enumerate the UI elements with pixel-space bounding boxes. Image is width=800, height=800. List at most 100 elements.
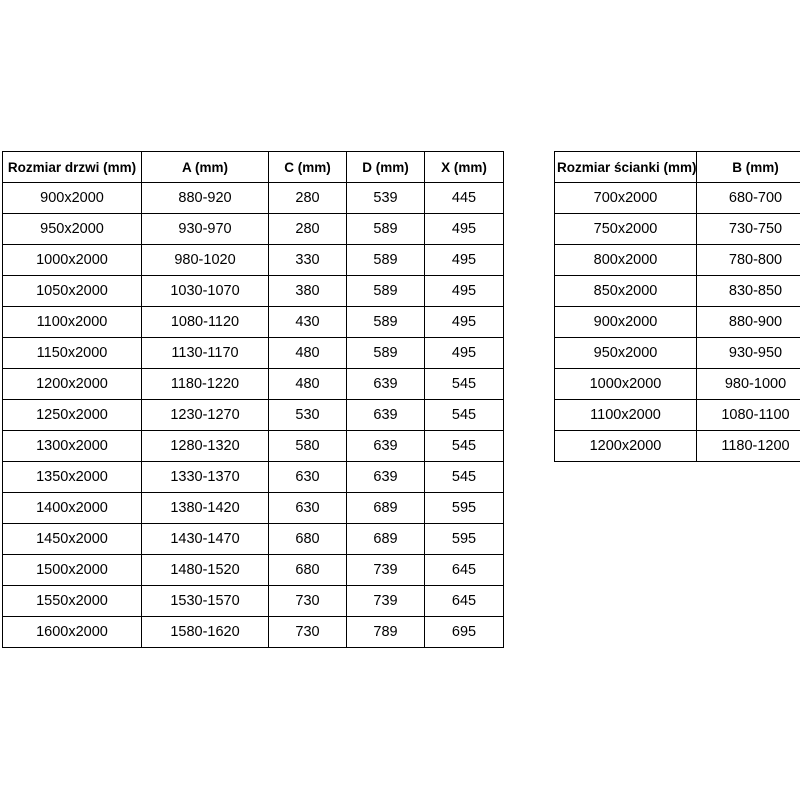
door-cell-d: 539	[346, 182, 425, 214]
wall-size-table: Rozmiar ścianki (mm) B (mm) 700x2000 680…	[554, 151, 800, 462]
wall-header-rozmiar-scianki: Rozmiar ścianki (mm)	[554, 151, 697, 183]
wall-cell-size: 1100x2000	[554, 399, 697, 431]
door-cell-size: 900x2000	[2, 182, 142, 214]
door-cell-a: 1480-1520	[141, 554, 269, 586]
door-cell-c: 630	[268, 461, 347, 493]
door-table-row: 1600x2000 1580-1620 730 789 695	[2, 616, 504, 648]
door-cell-a: 1230-1270	[141, 399, 269, 431]
door-cell-a: 1530-1570	[141, 585, 269, 617]
door-header-a: A (mm)	[141, 151, 269, 183]
door-table-row: 1200x2000 1180-1220 480 639 545	[2, 368, 504, 400]
door-cell-c: 480	[268, 337, 347, 369]
door-table-row: 1100x2000 1080-1120 430 589 495	[2, 306, 504, 338]
door-cell-c: 280	[268, 213, 347, 245]
door-cell-c: 280	[268, 182, 347, 214]
door-cell-a: 930-970	[141, 213, 269, 245]
door-cell-d: 589	[346, 213, 425, 245]
door-cell-a: 1080-1120	[141, 306, 269, 338]
wall-table-row: 1000x2000 980-1000	[554, 368, 800, 400]
door-cell-a: 980-1020	[141, 244, 269, 276]
door-cell-d: 739	[346, 585, 425, 617]
door-cell-d: 789	[346, 616, 425, 648]
door-cell-a: 1280-1320	[141, 430, 269, 462]
door-cell-a: 1580-1620	[141, 616, 269, 648]
door-table-row: 1450x2000 1430-1470 680 689 595	[2, 523, 504, 555]
wall-cell-b: 1180-1200	[696, 430, 800, 462]
door-cell-c: 580	[268, 430, 347, 462]
door-cell-c: 730	[268, 585, 347, 617]
door-cell-d: 639	[346, 399, 425, 431]
wall-cell-size: 800x2000	[554, 244, 697, 276]
door-cell-c: 430	[268, 306, 347, 338]
wall-cell-size: 750x2000	[554, 213, 697, 245]
wall-table-row: 1200x2000 1180-1200	[554, 430, 800, 462]
door-table-head: Rozmiar drzwi (mm) A (mm) C (mm) D (mm) …	[2, 151, 504, 183]
door-cell-size: 1050x2000	[2, 275, 142, 307]
door-table-row: 1050x2000 1030-1070 380 589 495	[2, 275, 504, 307]
wall-table-body: 700x2000 680-700 750x2000 730-750 800x20…	[554, 182, 800, 462]
door-cell-size: 1350x2000	[2, 461, 142, 493]
door-table-row: 1500x2000 1480-1520 680 739 645	[2, 554, 504, 586]
door-cell-c: 530	[268, 399, 347, 431]
door-cell-d: 589	[346, 306, 425, 338]
wall-table-header-row: Rozmiar ścianki (mm) B (mm)	[554, 151, 800, 183]
door-cell-a: 1380-1420	[141, 492, 269, 524]
door-table-body: 900x2000 880-920 280 539 445 950x2000 93…	[2, 182, 504, 648]
door-cell-d: 589	[346, 337, 425, 369]
door-cell-d: 739	[346, 554, 425, 586]
door-cell-x: 495	[424, 275, 504, 307]
door-cell-size: 1100x2000	[2, 306, 142, 338]
wall-table-head: Rozmiar ścianki (mm) B (mm)	[554, 151, 800, 183]
door-table-row: 950x2000 930-970 280 589 495	[2, 213, 504, 245]
door-cell-size: 1500x2000	[2, 554, 142, 586]
door-header-x: X (mm)	[424, 151, 504, 183]
door-cell-x: 445	[424, 182, 504, 214]
door-cell-x: 495	[424, 244, 504, 276]
wall-cell-b: 830-850	[696, 275, 800, 307]
door-cell-d: 589	[346, 275, 425, 307]
wall-cell-b: 730-750	[696, 213, 800, 245]
wall-header-b: B (mm)	[696, 151, 800, 183]
door-cell-size: 1300x2000	[2, 430, 142, 462]
wall-cell-size: 950x2000	[554, 337, 697, 369]
door-cell-c: 680	[268, 554, 347, 586]
wall-cell-b: 680-700	[696, 182, 800, 214]
door-cell-x: 645	[424, 585, 504, 617]
door-cell-c: 680	[268, 523, 347, 555]
door-cell-size: 1600x2000	[2, 616, 142, 648]
wall-cell-size: 700x2000	[554, 182, 697, 214]
door-cell-x: 545	[424, 461, 504, 493]
door-cell-a: 1180-1220	[141, 368, 269, 400]
door-table-row: 1000x2000 980-1020 330 589 495	[2, 244, 504, 276]
door-header-c: C (mm)	[268, 151, 347, 183]
door-cell-d: 639	[346, 461, 425, 493]
door-cell-x: 545	[424, 430, 504, 462]
wall-cell-b: 1080-1100	[696, 399, 800, 431]
door-size-table: Rozmiar drzwi (mm) A (mm) C (mm) D (mm) …	[2, 151, 504, 648]
door-cell-x: 595	[424, 492, 504, 524]
wall-cell-b: 780-800	[696, 244, 800, 276]
door-cell-size: 1200x2000	[2, 368, 142, 400]
door-cell-a: 1130-1170	[141, 337, 269, 369]
wall-table-row: 750x2000 730-750	[554, 213, 800, 245]
door-table-header-row: Rozmiar drzwi (mm) A (mm) C (mm) D (mm) …	[2, 151, 504, 183]
wall-table-row: 900x2000 880-900	[554, 306, 800, 338]
door-cell-a: 1030-1070	[141, 275, 269, 307]
door-cell-size: 1450x2000	[2, 523, 142, 555]
wall-cell-b: 980-1000	[696, 368, 800, 400]
wall-cell-b: 880-900	[696, 306, 800, 338]
door-cell-a: 1430-1470	[141, 523, 269, 555]
wall-cell-b: 930-950	[696, 337, 800, 369]
wall-table-row: 800x2000 780-800	[554, 244, 800, 276]
door-cell-size: 950x2000	[2, 213, 142, 245]
door-cell-size: 1150x2000	[2, 337, 142, 369]
door-cell-x: 645	[424, 554, 504, 586]
door-cell-a: 880-920	[141, 182, 269, 214]
door-cell-c: 730	[268, 616, 347, 648]
door-cell-x: 695	[424, 616, 504, 648]
wall-table-row: 1100x2000 1080-1100	[554, 399, 800, 431]
door-cell-x: 545	[424, 399, 504, 431]
door-cell-a: 1330-1370	[141, 461, 269, 493]
door-cell-size: 1250x2000	[2, 399, 142, 431]
